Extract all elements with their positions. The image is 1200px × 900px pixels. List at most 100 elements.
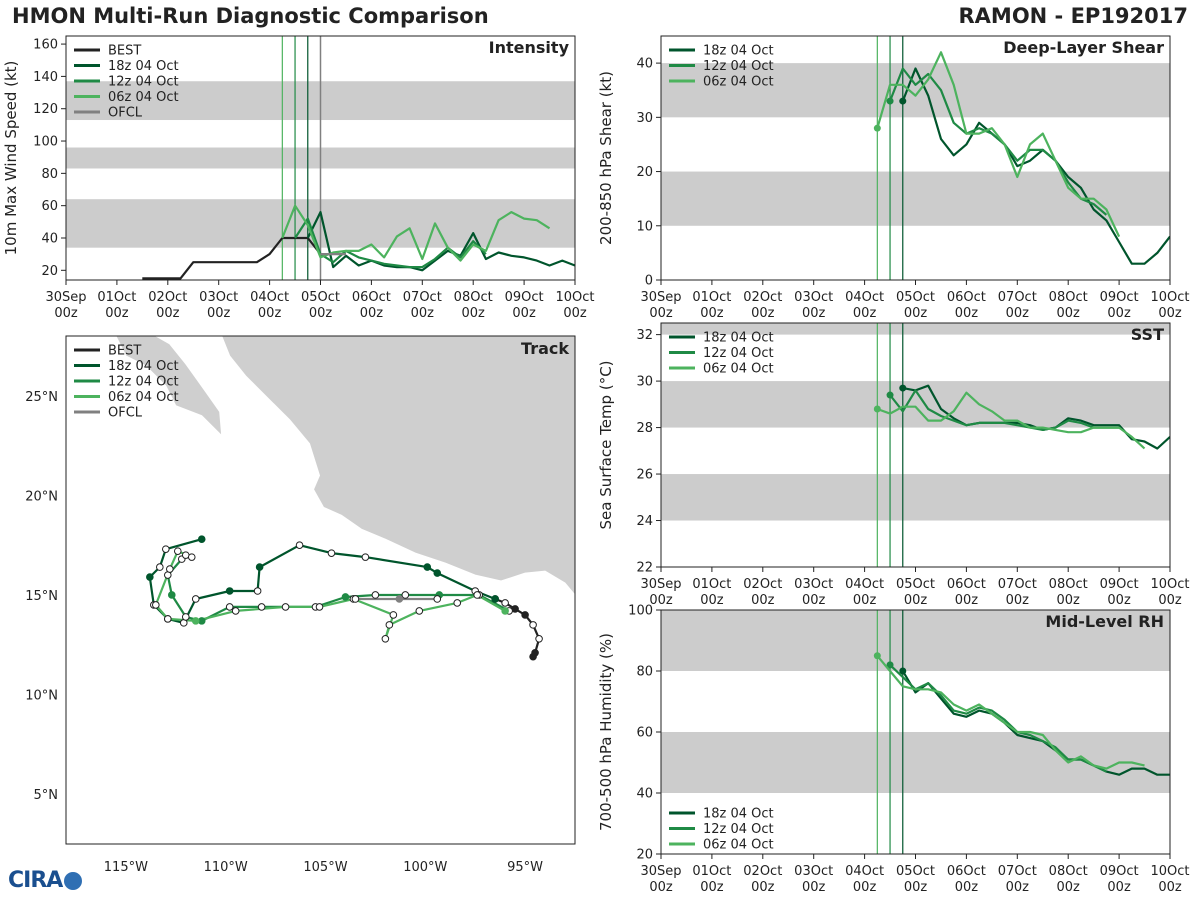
series-line-06z-04-oct xyxy=(876,51,1121,238)
track-point xyxy=(191,617,200,625)
x-tick-label-hour: 00z xyxy=(156,306,180,321)
x-tick-label: 10Oct xyxy=(555,290,594,305)
x-tick-label: 08Oct xyxy=(1049,290,1088,305)
x-tick-label: 04Oct xyxy=(845,290,884,305)
legend-label: 12z 04 Oct xyxy=(108,375,179,390)
series-line-06z-04-oct xyxy=(876,655,1145,770)
track-point xyxy=(255,563,264,571)
x-tick-label-hour: 00z xyxy=(563,306,587,321)
series-start-point xyxy=(899,97,907,105)
x-tick-label-hour: 00z xyxy=(207,306,231,321)
legend-label: 06z 04 Oct xyxy=(108,90,179,105)
x-tick-label: 02Oct xyxy=(743,290,782,305)
series-line-06z-04-oct xyxy=(876,391,1146,450)
track-point xyxy=(395,595,404,603)
series-line-18z-04-oct xyxy=(901,67,1170,265)
legend-label: 18z 04 Oct xyxy=(108,359,179,374)
x-tick-label: 09Oct xyxy=(1100,577,1139,592)
lon-tick-label: 115°W xyxy=(104,860,148,875)
series-line-12z-04-oct xyxy=(889,664,1107,773)
y-tick-label: 140 xyxy=(33,70,58,85)
track-point xyxy=(401,591,410,599)
x-tick-label: 30Sep xyxy=(640,864,681,879)
x-tick-label: 01Oct xyxy=(692,577,731,592)
y-tick-label: 120 xyxy=(33,102,58,117)
series-line-12z-04-oct xyxy=(888,67,1108,216)
x-tick-label-hour: 00z xyxy=(853,306,877,321)
series-start-point xyxy=(899,667,907,675)
panel-title: Mid-Level RH xyxy=(1045,612,1164,631)
y-tick-label: 0 xyxy=(645,274,653,289)
track-point xyxy=(152,601,160,609)
x-tick-label-hour: 00z xyxy=(853,880,877,895)
cira-logo: CIRA xyxy=(8,868,83,893)
panel-title: Intensity xyxy=(489,38,570,57)
track-point xyxy=(415,607,424,615)
track-point xyxy=(341,593,350,601)
legend-label: 12z 04 Oct xyxy=(703,822,774,837)
series-start-point xyxy=(873,405,881,413)
legend-label: 06z 04 Oct xyxy=(703,838,774,853)
track-point xyxy=(181,613,190,621)
x-tick-label-hour: 00z xyxy=(904,306,928,321)
y-tick-label: 100 xyxy=(33,135,58,150)
x-tick-label: 05Oct xyxy=(896,577,935,592)
legend-label: 12z 04 Oct xyxy=(108,75,179,90)
x-tick-label-hour: 00z xyxy=(1006,880,1030,895)
x-tick-label-hour: 00z xyxy=(955,306,979,321)
legend-label: 06z 04 Oct xyxy=(703,75,774,90)
logo-globe-icon xyxy=(64,872,83,890)
page-title: HMON Multi-Run Diagnostic Comparison xyxy=(12,4,489,28)
plot-area xyxy=(661,36,1170,280)
lat-tick-label: 5°N xyxy=(34,788,59,803)
track-point xyxy=(473,591,481,599)
x-tick-label: 01Oct xyxy=(692,290,731,305)
x-tick-label-hour: 00z xyxy=(1158,880,1182,895)
x-tick-label: 10Oct xyxy=(1150,864,1189,879)
y-tick-label: 60 xyxy=(41,199,58,214)
track-point xyxy=(156,563,164,571)
track-point xyxy=(164,615,172,623)
y-tick-label: 20 xyxy=(636,848,653,863)
x-tick-label: 07Oct xyxy=(998,290,1037,305)
x-tick-label: 05Oct xyxy=(896,290,935,305)
plot-area xyxy=(661,323,1170,567)
x-tick-label-hour: 00z xyxy=(751,880,775,895)
track-point xyxy=(501,599,509,607)
land-mass xyxy=(66,336,575,596)
x-tick-label-hour: 00z xyxy=(1057,593,1081,608)
x-tick-label: 02Oct xyxy=(743,577,782,592)
x-tick-label: 02Oct xyxy=(743,864,782,879)
x-tick-label-hour: 00z xyxy=(462,306,486,321)
track-point xyxy=(197,535,206,544)
y-tick-label: 40 xyxy=(41,231,58,246)
x-tick-label-hour: 00z xyxy=(904,593,928,608)
x-tick-label: 06Oct xyxy=(947,577,986,592)
x-tick-label: 05Oct xyxy=(301,290,340,305)
x-tick-label-hour: 00z xyxy=(649,593,673,608)
track-point xyxy=(253,587,262,595)
x-tick-label-hour: 00z xyxy=(1158,593,1182,608)
track-point xyxy=(146,573,154,581)
lat-tick-label: 15°N xyxy=(25,589,58,604)
track-point xyxy=(257,603,266,611)
track-point xyxy=(327,549,336,557)
x-tick-label-hour: 00z xyxy=(802,880,826,895)
panel-shear: 01020304030Sep00z01Oct00z02Oct00z03Oct00… xyxy=(597,35,1190,321)
x-tick-label: 06Oct xyxy=(352,290,391,305)
legend-label: BEST xyxy=(108,44,141,59)
panel-title: SST xyxy=(1131,325,1164,344)
series-start-point xyxy=(886,391,894,399)
track-point xyxy=(225,587,234,595)
plot-area xyxy=(66,36,575,280)
x-tick-label-hour: 00z xyxy=(904,880,928,895)
track-point xyxy=(381,635,390,643)
x-tick-label: 06Oct xyxy=(947,864,986,879)
y-tick-label: 80 xyxy=(636,665,653,680)
x-tick-label-hour: 00z xyxy=(1107,880,1131,895)
x-tick-label: 05Oct xyxy=(896,864,935,879)
x-tick-label-hour: 00z xyxy=(105,306,129,321)
x-tick-label: 06Oct xyxy=(947,290,986,305)
